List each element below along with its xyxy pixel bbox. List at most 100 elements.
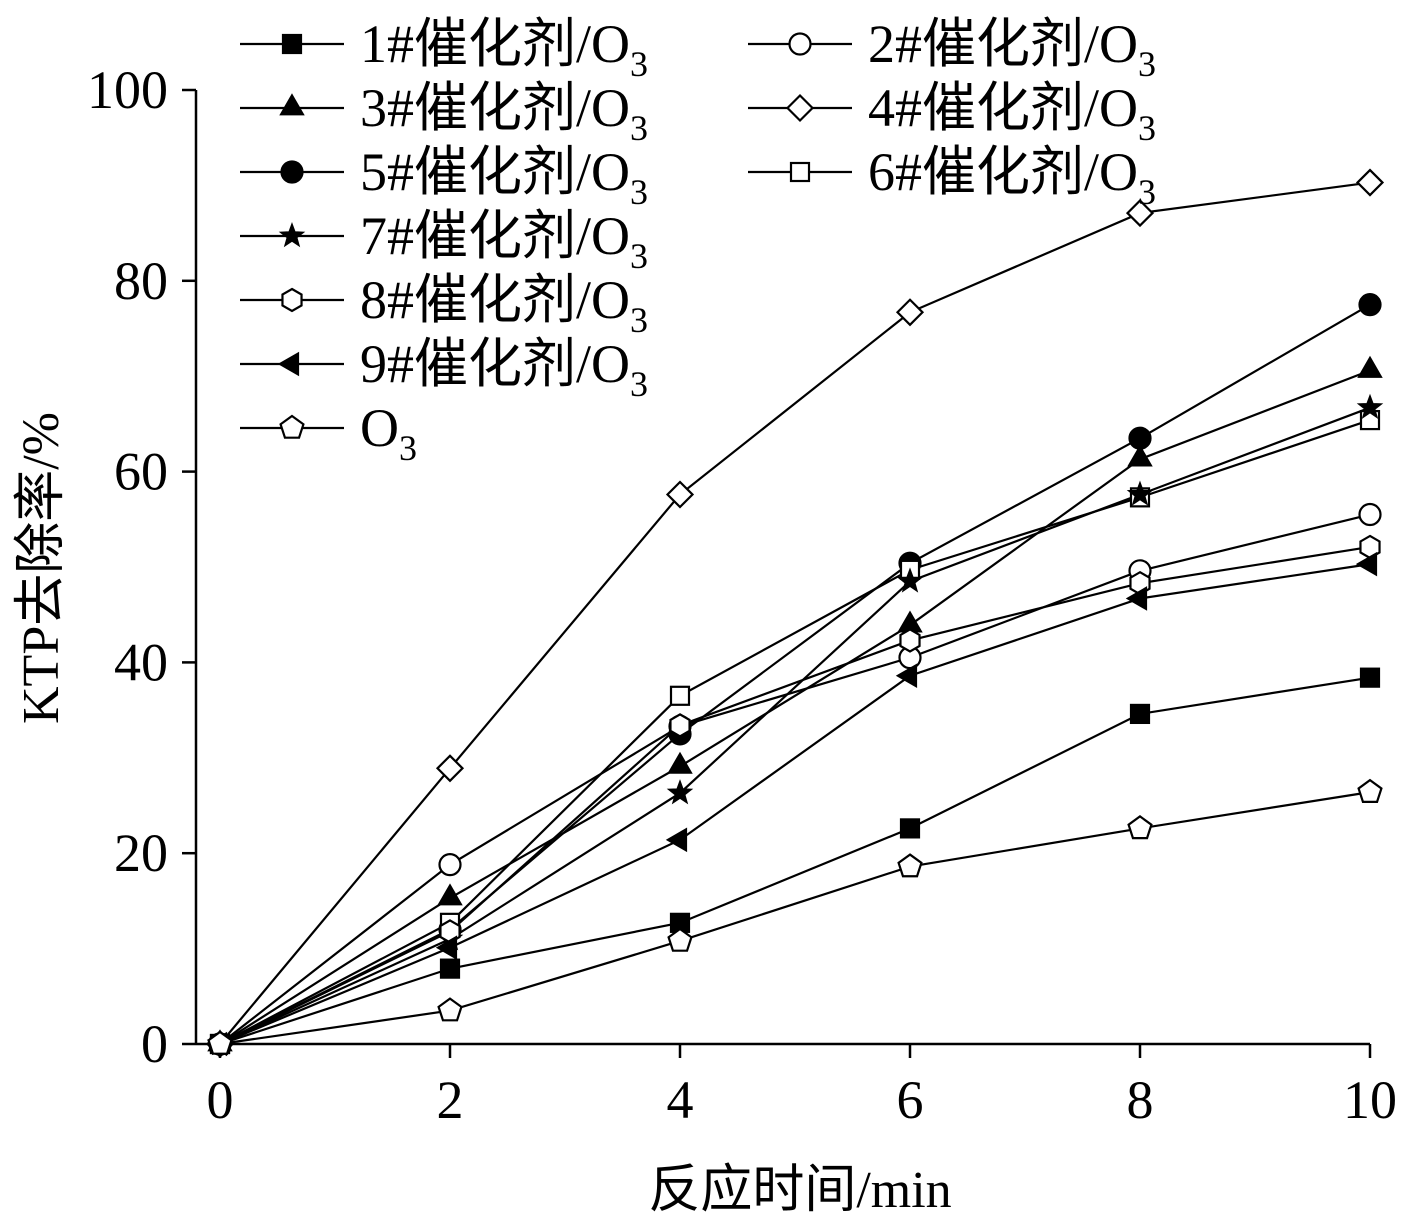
data-point-s8-2 (669, 713, 691, 738)
data-point-s8-3 (899, 628, 921, 653)
legend-label: 3#催化剂/O3 (360, 78, 648, 148)
series-line-7 (219, 406, 1371, 1046)
data-point-s9-4 (1125, 586, 1148, 611)
series-line-3 (219, 369, 1371, 1045)
data-point-s10-4 (1127, 815, 1153, 840)
data-point-s5-4 (1128, 426, 1152, 450)
x-axis-label: 反应时间/min (648, 1162, 951, 1219)
data-point-s10-1 (437, 997, 463, 1022)
legend-entry-4: 4#催化剂/O3 (748, 78, 1156, 148)
legend-entry-9: 9#催化剂/O3 (240, 334, 648, 404)
legend-label-subscript: 3 (630, 300, 648, 340)
series-lines (219, 181, 1371, 1046)
series-line-9 (219, 563, 1371, 1046)
data-point-s6-2 (669, 685, 691, 706)
y-tick-label: 20 (114, 823, 168, 883)
legend-label-main: 8#催化剂/O (360, 270, 630, 330)
data-point-s7-2 (666, 779, 694, 805)
data-point-s4-4 (1125, 199, 1155, 228)
legend-label-subscript: 3 (630, 172, 648, 212)
data-point-s2-5 (1358, 502, 1382, 527)
legend-entry-8: 8#催化剂/O3 (240, 270, 648, 340)
data-point-s4-3 (895, 298, 925, 327)
legend-label-subscript: 3 (1138, 172, 1156, 212)
legend-label-subscript: 3 (630, 364, 648, 404)
legend-entry-5: 5#催化剂/O3 (240, 142, 648, 212)
legend-label: 6#催化剂/O3 (868, 142, 1156, 212)
legend-label-main: 2#催化剂/O (868, 14, 1138, 74)
y-tick-label: 60 (114, 442, 168, 502)
legend-marker (789, 161, 811, 183)
data-point-s4-5 (1355, 168, 1385, 197)
data-point-s1-1 (439, 958, 461, 979)
x-tick-label: 0 (207, 1070, 234, 1130)
legend-label-subscript: 3 (1138, 44, 1156, 84)
data-point-s3-5 (1357, 355, 1383, 378)
legend-label-subscript: 3 (630, 108, 648, 148)
legend-label: 2#催化剂/O3 (868, 14, 1156, 84)
legend-label-main: 5#催化剂/O (360, 142, 630, 202)
legend-label-subscript: 3 (1138, 108, 1156, 148)
legend-label: 4#催化剂/O3 (868, 78, 1156, 148)
x-tick-label: 8 (1127, 1070, 1154, 1130)
legend-label-subscript: 3 (630, 236, 648, 276)
legend-label: 5#催化剂/O3 (360, 142, 648, 212)
legend-entry-2: 2#催化剂/O3 (748, 14, 1156, 84)
legend-label-main: O (360, 398, 399, 458)
legend-marker (279, 93, 305, 116)
legend-marker (279, 414, 305, 439)
data-point-s1-4 (1129, 703, 1151, 725)
series-line-6 (219, 419, 1371, 1045)
data-point-s10-2 (667, 927, 693, 952)
data-point-s9-3 (895, 663, 918, 689)
legend-label-main: 3#催化剂/O (360, 78, 630, 138)
legend-label-subscript: 3 (630, 44, 648, 84)
data-point-s7-5 (1356, 393, 1384, 419)
legend-label-main: 9#催化剂/O (360, 334, 630, 394)
legend-label-main: 7#催化剂/O (360, 206, 630, 266)
legend-label-main: 6#催化剂/O (868, 142, 1138, 202)
series-line-2 (219, 513, 1371, 1045)
legend: 1#催化剂/O3 2#催化剂/O33#催化剂/O3 4#催化剂/O35#催化剂/O3… (240, 14, 1156, 468)
x-tick-label: 4 (667, 1070, 694, 1130)
legend-label-main: 1#催化剂/O (360, 14, 630, 74)
x-tick-label: 6 (897, 1070, 924, 1130)
legend-label-main: 4#催化剂/O (868, 78, 1138, 138)
data-point-s10-5 (1357, 778, 1383, 803)
y-tick-label: 80 (114, 251, 168, 311)
legend-entry-3: 3#催化剂/O3 (240, 78, 648, 148)
series-line-1 (219, 676, 1371, 1046)
legend-marker (281, 287, 303, 313)
x-tick-label: 10 (1343, 1070, 1397, 1130)
y-axis-label: KTP去除率/% (13, 412, 70, 724)
y-tick-label: 100 (87, 60, 168, 120)
data-point-s5-5 (1358, 293, 1382, 317)
x-tick-label: 2 (437, 1070, 464, 1130)
legend-label: 1#催化剂/O3 (360, 14, 648, 84)
legend-label: O3 (360, 398, 417, 468)
legend-label: 7#催化剂/O3 (360, 206, 648, 276)
legend-marker (788, 32, 812, 56)
data-point-s3-1 (437, 883, 463, 906)
data-point-s4-2 (665, 480, 695, 509)
y-tick-label: 40 (114, 632, 168, 692)
legend-entry-6: 6#催化剂/O3 (748, 142, 1156, 212)
series-line-5 (219, 303, 1371, 1045)
data-point-s9-2 (665, 827, 688, 853)
legend-label: 8#催化剂/O3 (360, 270, 648, 340)
legend-entry-10: O3 (240, 398, 417, 468)
legend-entry-1: 1#催化剂/O3 (240, 14, 648, 84)
series-line-10 (219, 791, 1371, 1046)
legend-label: 9#催化剂/O3 (360, 334, 648, 404)
legend-marker (785, 93, 815, 123)
data-point-s3-4 (1127, 444, 1153, 467)
data-point-s2-1 (438, 853, 462, 877)
legend-entry-7: 7#催化剂/O3 (240, 206, 648, 276)
data-point-s7-4 (1126, 480, 1154, 506)
series-line-8 (219, 545, 1371, 1045)
data-point-s7-3 (896, 567, 924, 593)
data-point-s10-0 (207, 1030, 233, 1055)
data-point-s3-2 (667, 751, 693, 774)
